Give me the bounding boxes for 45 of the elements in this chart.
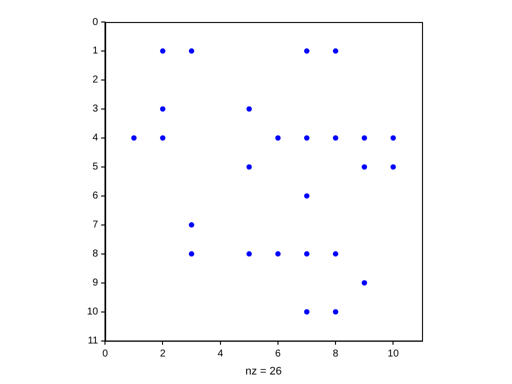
y-tick-label: 2 xyxy=(92,74,99,86)
y-tick-label: 11 xyxy=(88,336,99,347)
y-tick-label: 3 xyxy=(92,104,99,115)
y-tick-label: 0 xyxy=(92,16,99,28)
point xyxy=(160,48,166,54)
y-tick-label: 9 xyxy=(92,278,99,289)
y-tick-label: 8 xyxy=(92,248,99,260)
point xyxy=(332,48,338,54)
point xyxy=(246,106,252,112)
x-axis-title: nz = 26 xyxy=(245,365,282,378)
point xyxy=(188,48,194,54)
point xyxy=(160,135,166,141)
point xyxy=(332,251,338,257)
y-tick-label: 6 xyxy=(92,190,99,202)
point xyxy=(332,135,338,141)
point xyxy=(362,135,368,141)
x-tick-label: 8 xyxy=(332,348,339,360)
x-tick-label: 2 xyxy=(160,348,166,360)
point xyxy=(304,309,310,315)
point xyxy=(246,251,252,257)
y-tick-label: 10 xyxy=(87,306,99,318)
y-tick-label: 4 xyxy=(92,132,99,144)
point xyxy=(362,164,368,170)
point xyxy=(304,251,310,257)
y-tick-label: 5 xyxy=(92,162,99,173)
x-tick-label: 10 xyxy=(388,348,400,360)
point xyxy=(275,251,281,257)
y-tick-label: 1 xyxy=(92,46,99,57)
y-tick-label: 7 xyxy=(92,220,99,231)
x-tick-label: 0 xyxy=(102,348,108,360)
x-tick-label: 6 xyxy=(275,348,282,360)
point xyxy=(304,193,310,199)
point xyxy=(304,48,310,54)
point xyxy=(131,135,137,141)
point xyxy=(390,135,396,141)
point xyxy=(362,280,368,286)
point xyxy=(188,251,194,257)
point xyxy=(188,222,194,228)
point xyxy=(332,309,338,315)
point xyxy=(246,164,252,170)
point xyxy=(275,135,281,141)
point xyxy=(304,135,310,141)
point xyxy=(390,164,396,170)
point xyxy=(160,106,166,112)
x-tick-label: 4 xyxy=(218,348,224,360)
